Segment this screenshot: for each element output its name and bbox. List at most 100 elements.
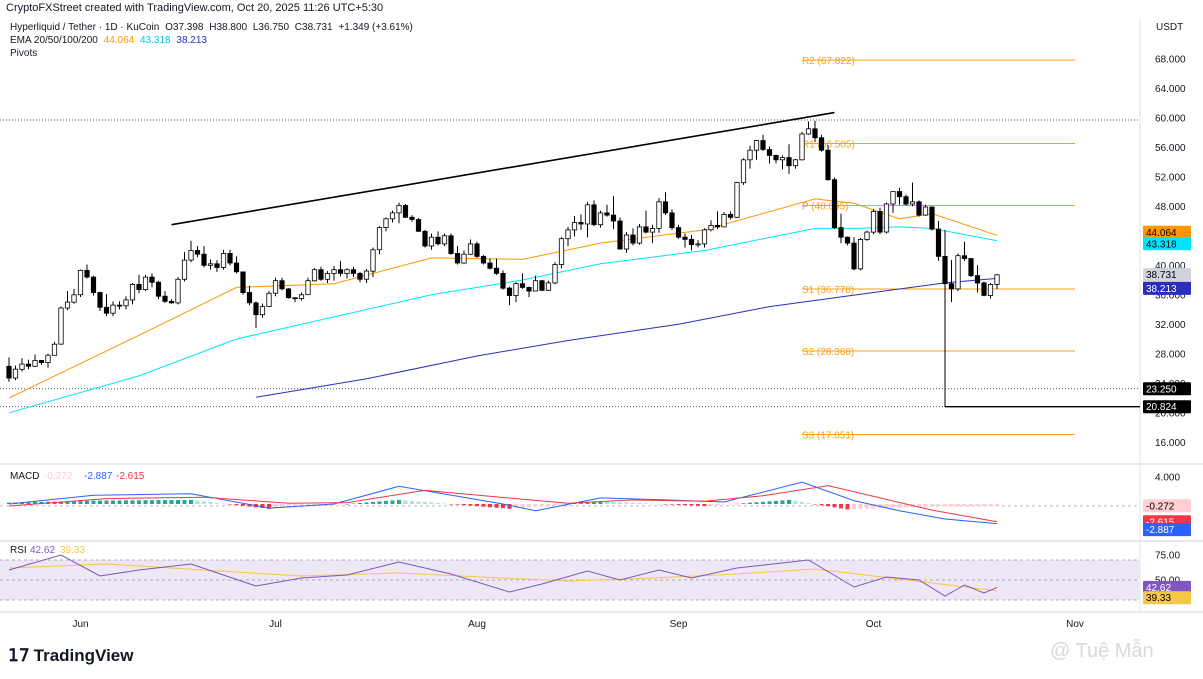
candle-body <box>636 226 643 244</box>
candle-body <box>402 205 409 218</box>
tradingview-brand[interactable]: 𝟣𝟩 TradingView <box>8 646 133 666</box>
macd-hist-bar <box>78 500 83 504</box>
macd-hist-bar <box>546 504 551 506</box>
macd-hist-bar <box>689 504 694 506</box>
candle-body <box>519 283 526 288</box>
y-tick-label: 36.000 <box>1155 290 1186 301</box>
candle-body <box>233 262 240 273</box>
macd-hist-bar <box>943 504 947 507</box>
candle-body <box>545 282 552 291</box>
macd-hist-bar <box>267 504 271 509</box>
candle-body <box>103 306 110 314</box>
candle-body <box>285 288 292 299</box>
macd-hist-bar <box>468 504 473 506</box>
macd-hist-bar <box>481 504 486 507</box>
macd-hist-bar <box>696 504 700 506</box>
price-tag <box>1143 237 1191 251</box>
pivots-legend[interactable]: Pivots <box>10 48 38 59</box>
candle-body <box>617 220 623 250</box>
ohlc-close: C38.731 <box>294 22 333 33</box>
macd-hist-bar <box>228 504 232 505</box>
candle-body <box>272 280 279 294</box>
macd-hist-bar <box>754 502 759 504</box>
macd-hist-bar <box>488 504 492 508</box>
macd-hist-bar <box>403 500 408 504</box>
candle-body <box>539 280 545 291</box>
macd-hist-bar <box>728 504 733 505</box>
candle-body <box>415 219 422 232</box>
candle-body <box>142 276 149 291</box>
candle-body <box>279 280 285 290</box>
currency-label[interactable]: USDT <box>1156 22 1184 33</box>
macd-hist-bar <box>709 504 713 506</box>
macd-hist-bar <box>839 504 843 509</box>
price-tag <box>1143 591 1191 605</box>
macd-hist-bar <box>819 504 824 506</box>
candle-body <box>227 252 233 264</box>
candle-body <box>727 213 734 218</box>
candle-body <box>149 276 155 283</box>
candle-body <box>467 243 474 255</box>
candle-body <box>474 243 480 257</box>
ema-line-50 <box>8 226 998 414</box>
candle-body <box>877 210 883 233</box>
macd-hist-bar <box>338 504 343 505</box>
macd-hist-bar <box>579 502 583 504</box>
candle-body <box>409 216 415 220</box>
candle-body <box>532 280 539 292</box>
macd-hist-bar <box>735 503 739 505</box>
candle-body <box>331 269 337 274</box>
price-tag-label: 38.213 <box>1146 284 1177 295</box>
created-by-text: CryptoFXStreet created with TradingView.… <box>6 2 384 14</box>
y-tick-label: 32.000 <box>1155 320 1186 331</box>
candle-body <box>298 294 305 299</box>
macd-hist-bar <box>293 504 297 508</box>
price-tag <box>1143 580 1191 594</box>
price-tag <box>1143 281 1191 295</box>
price-tag <box>1143 225 1191 239</box>
macd-hist-bar <box>917 504 921 508</box>
rsi-value: 42.62 <box>30 545 55 556</box>
ema-legend[interactable]: EMA 20/50/100/200 44.064 43.318 38.213 <box>10 35 210 46</box>
macd-hist-bar <box>995 504 999 506</box>
macd-hist-bar <box>156 500 161 504</box>
rsi-y-tick: 75.00 <box>1155 551 1180 562</box>
price-tag-label: -2.887 <box>1146 525 1175 536</box>
price-tag <box>1143 400 1191 414</box>
macd-hist-bar <box>26 502 31 504</box>
candle-body <box>506 287 513 296</box>
symbol-title: Hyperliquid / Tether · 1D · KuCoin <box>10 22 160 33</box>
candle-body <box>454 252 461 264</box>
pivot-label: R2 (67.822) <box>802 56 855 67</box>
price-tag-label: 20.824 <box>1146 402 1177 413</box>
candle-body <box>753 140 760 151</box>
macd-hist-bar <box>416 501 421 504</box>
macd-hist-bar <box>449 504 453 505</box>
macd-hist-bar <box>397 499 401 504</box>
price-tag-label: -2.615 <box>1146 517 1175 528</box>
candle-body <box>558 238 565 265</box>
candle-body <box>363 270 370 280</box>
macd-hist-bar <box>559 504 564 505</box>
macd-hist-bar <box>91 500 96 504</box>
macd-hist-bar <box>988 504 993 506</box>
price-tag <box>1143 499 1191 513</box>
macd-hist-bar <box>111 500 115 504</box>
macd-line <box>8 481 998 525</box>
candle-body <box>188 250 194 261</box>
macd-hist-bar <box>39 501 44 504</box>
y-tick-label: 40.000 <box>1155 261 1186 272</box>
candle-body <box>350 269 357 274</box>
x-tick-label: Aug <box>468 619 486 630</box>
candle-body <box>337 269 344 274</box>
macd-hist-bar <box>501 504 505 509</box>
candle-body <box>948 283 955 290</box>
y-tick-label: 60.000 <box>1155 113 1186 124</box>
ohlc-open: O37.398 <box>165 22 204 33</box>
macd-hist-bar <box>273 504 278 509</box>
candle-body <box>324 272 331 280</box>
macd-hist-bar <box>936 504 941 507</box>
candle-body <box>610 214 617 222</box>
rsi-line <box>8 554 998 597</box>
